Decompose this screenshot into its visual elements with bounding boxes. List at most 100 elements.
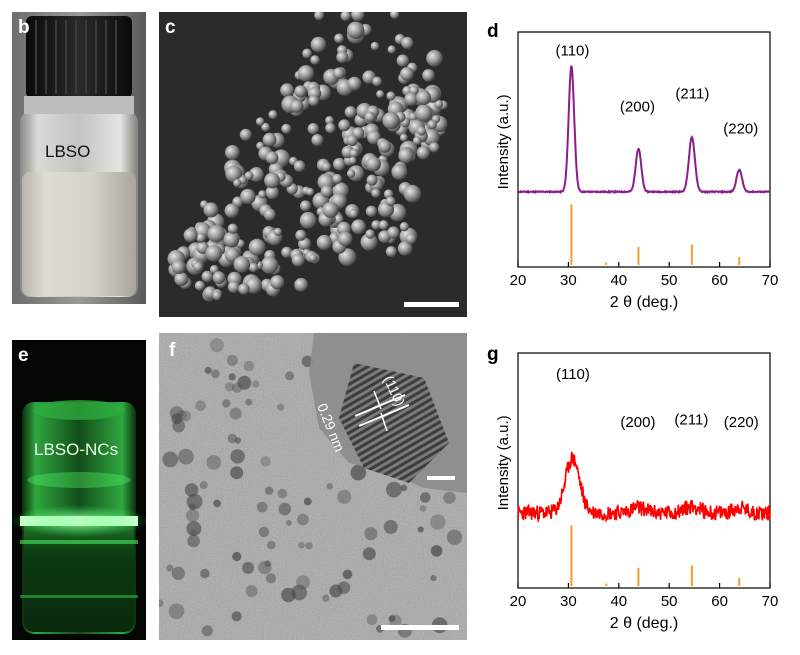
peak-label: (220) bbox=[724, 414, 759, 431]
y-axis-label: Intensity (a.u.) bbox=[495, 415, 512, 510]
sem-particle bbox=[398, 148, 414, 164]
hrtem-inset bbox=[309, 333, 467, 493]
sem-particle bbox=[422, 69, 435, 82]
tem-particle bbox=[229, 407, 242, 420]
sem-particle bbox=[223, 231, 240, 248]
tem-particle bbox=[298, 541, 305, 549]
sem-particle bbox=[225, 145, 240, 160]
panel-c-sem-image: c bbox=[159, 12, 467, 317]
tem-particle bbox=[430, 575, 437, 582]
tem-particle bbox=[337, 581, 351, 594]
tem-particle bbox=[232, 382, 243, 393]
x-tick-label: 20 bbox=[510, 272, 527, 289]
sem-particle bbox=[308, 95, 320, 107]
tem-particle bbox=[242, 561, 255, 574]
peak-label: (211) bbox=[675, 85, 709, 102]
panel-g-xrd-chart: 20 30 40 50 60 70 2 θ (deg.) Intensity (a.u.) (1… bbox=[480, 333, 790, 645]
sem-particle bbox=[378, 220, 389, 230]
tem-particle bbox=[430, 514, 446, 530]
xrd-pattern-line bbox=[517, 65, 771, 195]
plot-frame bbox=[517, 352, 771, 589]
x-tick-label: 60 bbox=[711, 593, 728, 610]
scale-bar-f-inset bbox=[427, 476, 455, 480]
sem-particle bbox=[291, 253, 305, 267]
sem-particle bbox=[426, 50, 443, 67]
tem-particle bbox=[237, 375, 252, 390]
y-axis-label: Intensity (a.u.) bbox=[495, 94, 512, 189]
sem-particle bbox=[344, 106, 357, 118]
tem-particle bbox=[277, 403, 285, 411]
sem-particle bbox=[174, 272, 189, 287]
sem-particle bbox=[325, 116, 334, 125]
panel-label-c: c bbox=[165, 17, 176, 38]
tem-particle bbox=[172, 419, 186, 433]
x-tick-label: 30 bbox=[560, 272, 577, 289]
panel-label-f: f bbox=[169, 340, 176, 361]
sem-particle bbox=[295, 229, 307, 241]
tem-particle bbox=[326, 483, 333, 490]
sem-particle bbox=[244, 171, 254, 181]
tem-particle bbox=[305, 542, 313, 550]
tem-micrograph bbox=[159, 333, 467, 640]
sem-particle bbox=[333, 157, 346, 171]
tem-particle bbox=[231, 611, 242, 622]
sem-particle bbox=[416, 90, 432, 105]
tem-particle bbox=[230, 449, 245, 464]
sem-particle bbox=[293, 160, 306, 172]
sem-particle bbox=[366, 156, 381, 172]
sem-particle bbox=[334, 33, 344, 44]
sem-particle bbox=[299, 211, 317, 229]
sem-particle bbox=[314, 12, 325, 21]
x-tick-label: 50 bbox=[661, 593, 678, 610]
tem-particle bbox=[204, 366, 212, 374]
peak-label: (220) bbox=[723, 120, 758, 137]
tem-particle bbox=[195, 400, 206, 411]
tem-particle bbox=[420, 492, 431, 503]
sem-particle bbox=[248, 262, 259, 273]
tem-particle bbox=[419, 505, 427, 512]
sem-particle bbox=[399, 133, 408, 142]
x-tick-label: 40 bbox=[610, 272, 627, 289]
tem-particle bbox=[159, 599, 164, 607]
tem-particle bbox=[186, 509, 200, 523]
sem-particle bbox=[261, 122, 270, 132]
sem-particle bbox=[408, 112, 418, 122]
tem-particle bbox=[342, 569, 353, 580]
tem-particle bbox=[184, 483, 199, 497]
tem-particle bbox=[210, 338, 224, 353]
tem-particle bbox=[337, 489, 352, 504]
sem-particle bbox=[416, 146, 430, 160]
sem-particle bbox=[294, 85, 307, 98]
sem-particle bbox=[248, 167, 264, 182]
sem-particle bbox=[351, 219, 366, 235]
tem-particle bbox=[222, 399, 231, 408]
peak-label: (110) bbox=[555, 43, 589, 60]
xrd-chart-d: 20 30 40 50 60 70 2 θ (deg.) Intensity (a.u.) (1… bbox=[495, 31, 778, 311]
panel-b-vial-photo: b LBSO bbox=[12, 12, 146, 304]
tem-particle bbox=[362, 547, 376, 561]
x-tick-label: 50 bbox=[661, 272, 678, 289]
sem-particle bbox=[297, 65, 315, 82]
sem-particle bbox=[212, 291, 222, 301]
sem-particle bbox=[316, 234, 332, 251]
tem-particle bbox=[187, 534, 200, 548]
sem-particle bbox=[227, 281, 240, 293]
sem-particle bbox=[233, 256, 251, 273]
sem-particle bbox=[400, 67, 414, 81]
sem-particle bbox=[365, 229, 375, 239]
tem-particle bbox=[383, 520, 398, 534]
tem-particle bbox=[256, 501, 268, 513]
sem-particle bbox=[351, 12, 365, 22]
sem-particle bbox=[193, 261, 204, 272]
tem-particle bbox=[281, 587, 296, 603]
tem-particle bbox=[303, 497, 312, 506]
vial-photo-e bbox=[12, 400, 146, 634]
sem-particle bbox=[336, 51, 349, 64]
sem-particle bbox=[372, 76, 382, 87]
vial-label-lbso-ncs: LBSO-NCs bbox=[34, 440, 119, 459]
tem-particle bbox=[260, 456, 271, 467]
sem-particle bbox=[281, 123, 292, 134]
tem-particle bbox=[168, 603, 185, 620]
tem-particle bbox=[243, 360, 255, 372]
sem-particle bbox=[310, 55, 320, 65]
